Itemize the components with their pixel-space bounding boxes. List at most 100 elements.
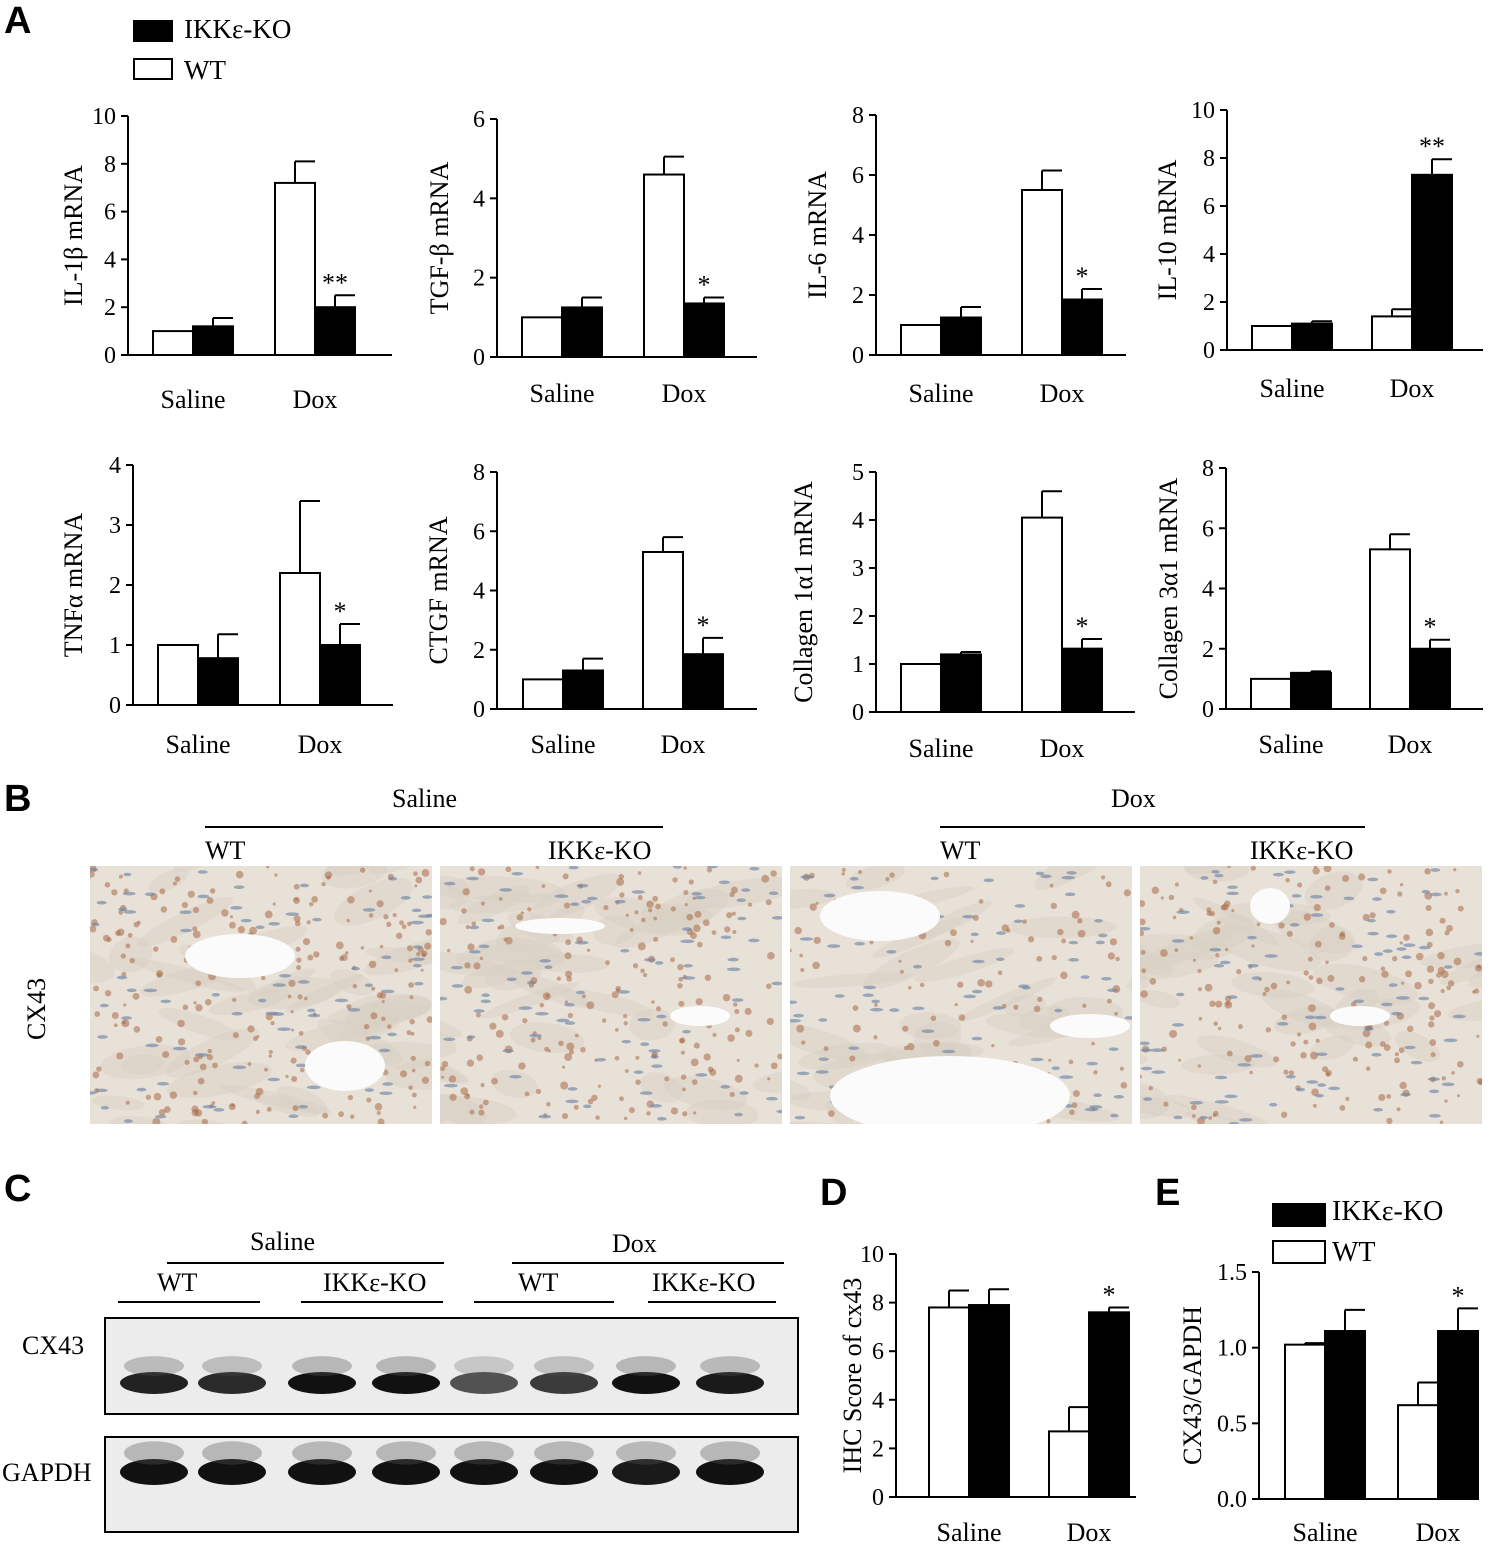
stain-dot xyxy=(1307,956,1313,962)
stain-dot xyxy=(686,913,694,921)
bar-ko-dox xyxy=(683,302,725,359)
blot-band xyxy=(288,1459,356,1485)
stain-dot xyxy=(480,901,485,906)
stain-dot xyxy=(1120,1081,1128,1089)
nucleus xyxy=(382,1082,394,1086)
stain-dot xyxy=(1290,1041,1296,1047)
y-axis-label: IL-10 mRNA xyxy=(1153,159,1182,300)
stain-dot xyxy=(1149,977,1157,985)
tissue-fiber xyxy=(752,1071,782,1093)
stain-dot xyxy=(646,900,654,908)
nucleus xyxy=(912,1006,925,1011)
nucleus xyxy=(1089,1105,1103,1109)
stain-dot xyxy=(1220,904,1227,911)
nucleus xyxy=(1051,1066,1060,1070)
stain-dot xyxy=(461,908,467,914)
nucleus xyxy=(681,927,692,931)
stain-dot xyxy=(1433,1010,1442,1018)
stain-dot xyxy=(1456,1094,1460,1098)
stain-dot xyxy=(1297,882,1303,888)
stain-dot xyxy=(978,898,984,904)
tissue-fiber xyxy=(317,1018,403,1065)
stain-dot xyxy=(564,1053,573,1061)
nucleus xyxy=(348,1008,361,1012)
nucleus xyxy=(306,1085,321,1090)
bar-wt-saline xyxy=(1250,677,1292,710)
c-sub-ko-1: IKKε-KO xyxy=(323,1268,427,1297)
stain-dot xyxy=(363,1023,370,1030)
stain-dot xyxy=(796,1024,805,1033)
stain-dot xyxy=(1425,904,1432,912)
tissue-fiber xyxy=(385,1056,432,1090)
stain-dot xyxy=(174,876,181,882)
stain-dot xyxy=(290,1010,294,1014)
stain-dot xyxy=(1328,922,1335,928)
nucleus xyxy=(1289,923,1300,927)
stain-dot xyxy=(619,1096,624,1102)
c-sub-ko-1-line xyxy=(301,1301,443,1303)
stain-dot xyxy=(954,1002,958,1007)
nucleus xyxy=(992,1006,1005,1010)
nucleus xyxy=(1367,918,1376,923)
stain-dot xyxy=(902,1025,909,1032)
stain-dot xyxy=(930,1015,937,1022)
category-label: Dox xyxy=(1067,1518,1112,1547)
blot-band xyxy=(198,1372,266,1394)
nucleus xyxy=(1140,926,1151,931)
stain-dot xyxy=(704,974,712,981)
nucleus xyxy=(123,910,137,914)
nucleus xyxy=(233,885,245,889)
nucleus xyxy=(1247,963,1259,968)
nucleus xyxy=(1239,1118,1253,1122)
stain-dot xyxy=(655,903,661,910)
tissue-gap xyxy=(185,934,295,978)
stain-dot xyxy=(632,963,639,969)
nucleus xyxy=(1404,1045,1416,1050)
tissue-gap xyxy=(1050,1014,1130,1038)
nucleus xyxy=(682,1029,691,1034)
stain-dot xyxy=(1440,988,1445,994)
stain-dot xyxy=(92,1071,100,1079)
stain-dot xyxy=(1027,936,1035,943)
category-label: Saline xyxy=(1293,1518,1358,1547)
stain-dot xyxy=(711,930,717,935)
stain-dot xyxy=(295,946,301,952)
stain-dot xyxy=(127,932,133,938)
stain-dot xyxy=(193,1056,200,1063)
stain-dot xyxy=(591,1094,598,1101)
stain-dot xyxy=(116,1052,124,1060)
stain-dot xyxy=(285,1074,289,1079)
nucleus xyxy=(1401,955,1412,960)
y-tick-label: 4 xyxy=(852,508,864,534)
stain-dot xyxy=(678,1000,685,1007)
nucleus xyxy=(567,1087,578,1091)
stain-dot xyxy=(1049,883,1054,888)
c-row-label-gapdh: GAPDH xyxy=(2,1458,92,1487)
bar-wt-dox xyxy=(1021,189,1063,356)
nucleus xyxy=(425,913,432,918)
stain-dot xyxy=(1430,1052,1436,1058)
stain-dot xyxy=(293,915,301,923)
y-tick-label: 2 xyxy=(852,283,864,309)
stain-dot xyxy=(648,908,653,913)
stain-dot xyxy=(1197,1064,1201,1068)
blot-smear xyxy=(292,1441,352,1465)
nucleus xyxy=(411,908,422,913)
y-tick-label: 4 xyxy=(852,223,864,249)
nucleus xyxy=(1391,1011,1402,1016)
nucleus xyxy=(871,999,881,1004)
significance-label: * xyxy=(1103,1280,1116,1309)
stain-dot xyxy=(1398,1047,1405,1054)
stain-dot xyxy=(411,1068,416,1073)
stain-dot xyxy=(970,939,974,943)
stain-dot xyxy=(1198,1016,1203,1021)
stain-dot xyxy=(624,1069,629,1073)
nucleus xyxy=(657,1117,667,1121)
nucleus xyxy=(1176,910,1190,914)
stain-dot xyxy=(1265,1027,1272,1033)
stain-dot xyxy=(1072,1089,1080,1098)
stain-dot xyxy=(899,969,904,974)
stain-dot xyxy=(688,879,694,885)
stain-dot xyxy=(726,912,733,919)
stain-dot xyxy=(386,1024,392,1030)
